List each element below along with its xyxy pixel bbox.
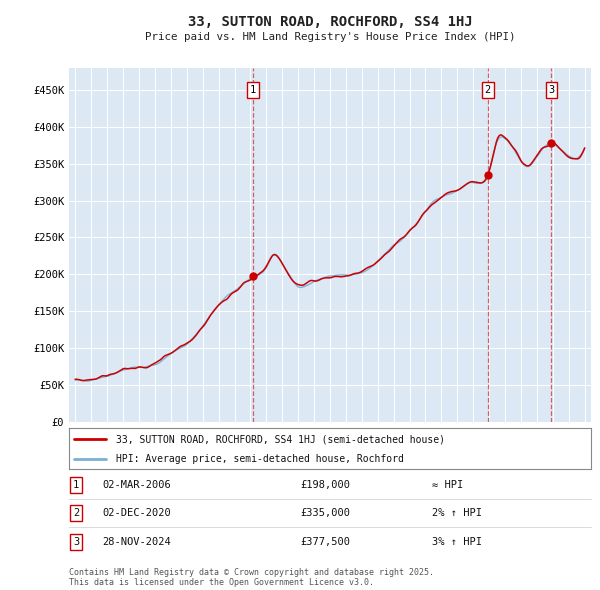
Text: Price paid vs. HM Land Registry's House Price Index (HPI): Price paid vs. HM Land Registry's House … xyxy=(145,32,515,42)
Text: £198,000: £198,000 xyxy=(300,480,350,490)
Text: £377,500: £377,500 xyxy=(300,537,350,546)
Text: 3: 3 xyxy=(73,537,79,546)
Text: 2% ↑ HPI: 2% ↑ HPI xyxy=(432,509,482,518)
Text: 1: 1 xyxy=(250,85,256,95)
Text: £335,000: £335,000 xyxy=(300,509,350,518)
Text: Contains HM Land Registry data © Crown copyright and database right 2025.
This d: Contains HM Land Registry data © Crown c… xyxy=(69,568,434,587)
Text: HPI: Average price, semi-detached house, Rochford: HPI: Average price, semi-detached house,… xyxy=(116,454,404,464)
Text: ≈ HPI: ≈ HPI xyxy=(432,480,463,490)
Text: 33, SUTTON ROAD, ROCHFORD, SS4 1HJ (semi-detached house): 33, SUTTON ROAD, ROCHFORD, SS4 1HJ (semi… xyxy=(116,434,445,444)
Text: 33, SUTTON ROAD, ROCHFORD, SS4 1HJ: 33, SUTTON ROAD, ROCHFORD, SS4 1HJ xyxy=(188,15,472,29)
Text: 3% ↑ HPI: 3% ↑ HPI xyxy=(432,537,482,546)
Text: 2: 2 xyxy=(485,85,491,95)
Text: 1: 1 xyxy=(73,480,79,490)
Text: 02-DEC-2020: 02-DEC-2020 xyxy=(102,509,171,518)
Text: 3: 3 xyxy=(548,85,554,95)
Text: 2: 2 xyxy=(73,509,79,518)
Text: 28-NOV-2024: 28-NOV-2024 xyxy=(102,537,171,546)
Text: 02-MAR-2006: 02-MAR-2006 xyxy=(102,480,171,490)
